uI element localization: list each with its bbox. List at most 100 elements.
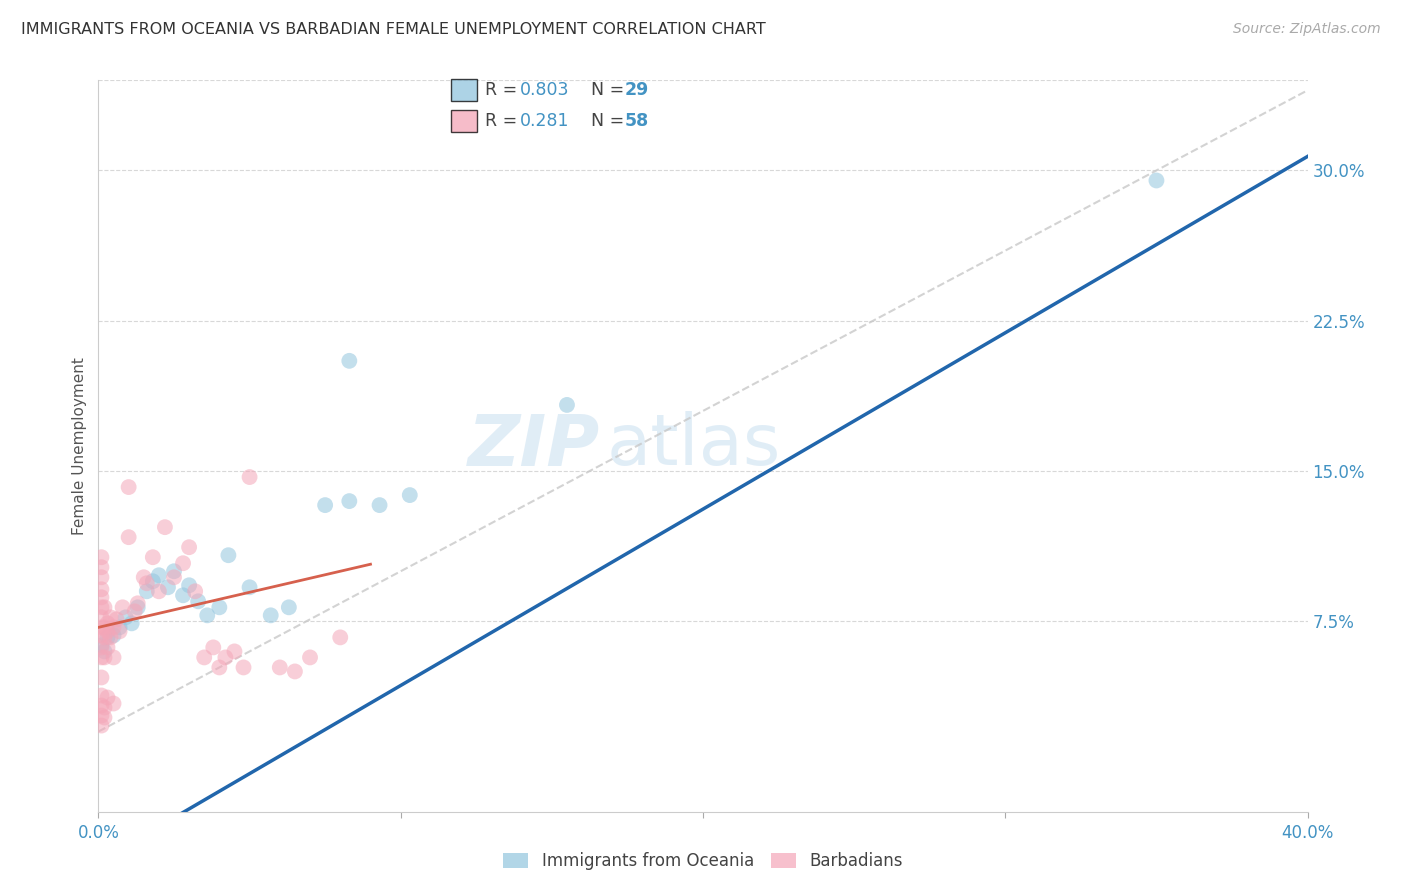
Legend: Immigrants from Oceania, Barbadians: Immigrants from Oceania, Barbadians [496, 846, 910, 877]
Point [93, 710, 115, 724]
Point [224, 644, 246, 658]
Point [555, 398, 578, 412]
Point [142, 574, 165, 589]
Point [103, 628, 125, 642]
Point [337, 354, 360, 368]
Text: 58: 58 [624, 112, 650, 130]
Point [277, 600, 299, 615]
Point [100, 631, 122, 645]
Point [90, 600, 112, 615]
Point [232, 660, 254, 674]
Point [90, 689, 112, 703]
Point [208, 600, 231, 615]
Point [90, 670, 112, 684]
Point [90, 708, 112, 723]
Point [187, 594, 209, 608]
Point [214, 650, 236, 665]
Point [172, 556, 194, 570]
Point [193, 650, 215, 665]
Point [299, 650, 322, 665]
Point [163, 570, 186, 584]
Point [93, 631, 115, 645]
Point [114, 610, 136, 624]
Point [217, 548, 239, 562]
Text: IMMIGRANTS FROM OCEANIA VS BARBADIAN FEMALE UNEMPLOYMENT CORRELATION CHART: IMMIGRANTS FROM OCEANIA VS BARBADIAN FEM… [21, 22, 766, 37]
Point [90, 560, 112, 574]
Point [127, 596, 149, 610]
Point [121, 616, 143, 631]
Point [118, 480, 141, 494]
Point [337, 494, 360, 508]
Point [90, 628, 112, 642]
Point [93, 650, 115, 665]
Point [90, 620, 112, 634]
FancyBboxPatch shape [451, 111, 477, 131]
Point [90, 639, 112, 653]
Point [90, 570, 112, 584]
Point [103, 620, 125, 634]
Point [96, 616, 118, 631]
Point [93, 700, 115, 714]
Point [118, 530, 141, 544]
Point [93, 620, 115, 634]
Point [135, 584, 157, 599]
Point [124, 604, 146, 618]
Point [103, 650, 125, 665]
Point [90, 610, 112, 624]
Point [96, 690, 118, 705]
Point [96, 624, 118, 639]
Point [368, 498, 391, 512]
Point [108, 624, 131, 639]
Point [284, 665, 307, 679]
Point [93, 600, 115, 615]
Point [103, 697, 125, 711]
Point [195, 608, 218, 623]
FancyBboxPatch shape [451, 79, 477, 101]
Point [208, 660, 231, 674]
Point [269, 660, 291, 674]
Point [184, 584, 207, 599]
Point [260, 608, 283, 623]
Text: ZIP: ZIP [468, 411, 600, 481]
Text: atlas: atlas [606, 411, 780, 481]
Point [1144, 173, 1167, 187]
Point [398, 488, 420, 502]
Point [148, 584, 170, 599]
Point [329, 631, 352, 645]
Point [156, 580, 179, 594]
Text: N =: N = [591, 112, 630, 130]
Point [96, 640, 118, 655]
Point [153, 520, 176, 534]
Text: 29: 29 [624, 81, 650, 99]
Point [142, 550, 165, 565]
Point [132, 570, 155, 584]
Point [90, 698, 112, 713]
Point [108, 620, 131, 634]
Point [90, 650, 112, 665]
Point [202, 640, 225, 655]
Text: 0.803: 0.803 [520, 81, 569, 99]
Point [90, 550, 112, 565]
Point [179, 540, 201, 554]
Point [90, 718, 112, 732]
Point [111, 600, 134, 615]
Point [172, 588, 194, 602]
Point [239, 470, 262, 484]
Point [100, 610, 122, 624]
Point [96, 631, 118, 645]
Text: R =: R = [485, 81, 522, 99]
Point [93, 644, 115, 658]
Text: R =: R = [485, 112, 522, 130]
Y-axis label: Female Unemployment: Female Unemployment [72, 357, 87, 535]
Point [179, 578, 201, 592]
Text: Source: ZipAtlas.com: Source: ZipAtlas.com [1233, 22, 1381, 37]
Point [90, 582, 112, 597]
Text: 0.281: 0.281 [520, 112, 569, 130]
Point [90, 591, 112, 605]
Point [135, 576, 157, 591]
Point [163, 564, 186, 578]
Text: N =: N = [591, 81, 630, 99]
Point [90, 640, 112, 655]
Point [314, 498, 336, 512]
Point [127, 600, 149, 615]
